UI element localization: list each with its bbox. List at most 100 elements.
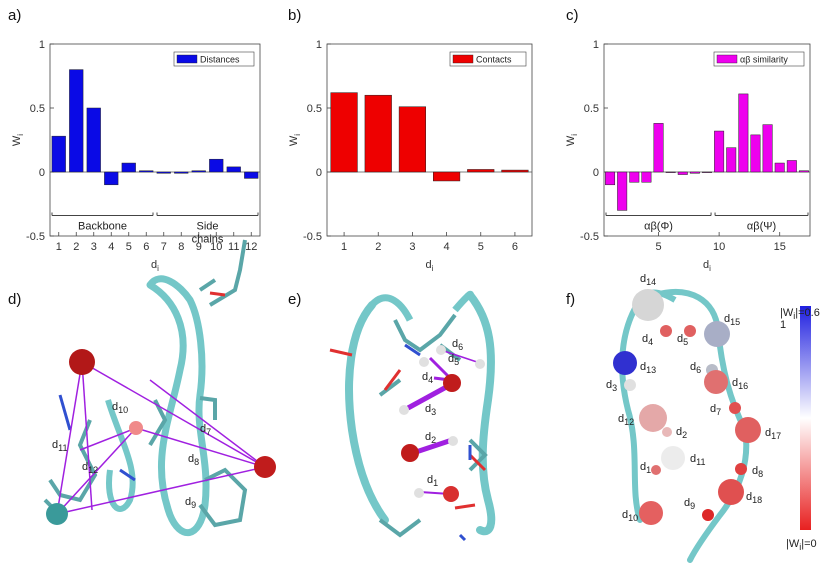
bar: [467, 169, 495, 173]
colorbar: [800, 306, 811, 530]
molecule-d-render: [43, 239, 276, 536]
y-tick-label: 0: [593, 167, 599, 179]
colorbar-top-label: |Wi|=0.6: [780, 307, 820, 321]
x-axis-label: di: [151, 259, 159, 273]
x-tick-label: 1: [56, 241, 62, 253]
panel-label-d: d): [8, 291, 21, 308]
bar: [121, 162, 136, 173]
bar: [702, 171, 712, 173]
x-tick-label: 2: [73, 241, 79, 253]
mol-e-label-3: d3: [425, 403, 436, 417]
mol-f-label-11: d11: [690, 453, 705, 467]
legend-label: Distances: [200, 55, 240, 65]
bar: [244, 171, 259, 179]
mol-d-label-7: d7: [200, 423, 211, 437]
y-tick-label: 0.5: [307, 103, 322, 115]
mol-e-label-2: d2: [425, 431, 436, 445]
bar: [330, 92, 358, 173]
y-tick-label: -0.5: [26, 231, 45, 243]
mol-f-label-18: d18: [746, 491, 762, 505]
atom-sphere-pink: [129, 421, 143, 435]
mol-e-label-1: d1: [427, 474, 438, 488]
molecule-f-render: [613, 288, 761, 563]
x-tick-label: 1: [341, 241, 347, 253]
mol-f-label-2: d2: [676, 426, 687, 440]
y-tick-label: 0: [39, 167, 45, 179]
bar: [798, 170, 809, 173]
y-tick-label: -0.5: [580, 231, 599, 243]
bar: [689, 171, 700, 174]
bar: [714, 130, 725, 173]
mol-f-label-10: d10: [622, 509, 638, 523]
panel-label-a: a): [8, 7, 21, 24]
bar: [750, 134, 761, 173]
bar: [226, 166, 241, 173]
bar: [86, 107, 101, 173]
mol-d-label-9: d9: [185, 496, 196, 510]
plot-frame: [49, 43, 261, 237]
mol-f-label-7: d7: [710, 403, 721, 417]
mol-e-label-6: d6: [452, 338, 463, 352]
mol-f-label-12: d12: [618, 413, 634, 427]
y-tick-label: 0: [316, 167, 322, 179]
group-label: Backbone: [78, 221, 127, 233]
bar-chart-distances: -0.500.511 2 3 4 5 6 7 8 9 10 11 12WidiDistancesBac…: [11, 39, 261, 273]
bar: [738, 93, 749, 173]
x-tick-label: 5: [478, 241, 484, 253]
group-label: αβ(Φ): [644, 221, 673, 233]
x-tick-label: 8: [178, 241, 184, 253]
molecule-e-render: [329, 290, 496, 542]
x-tick-label: 6: [143, 241, 149, 253]
colorbar-bottom-label: |Wi|=0: [786, 538, 817, 552]
x-tick-label: 3: [91, 241, 97, 253]
legend-label: Contacts: [476, 55, 512, 65]
mol-d-label-11: d11: [52, 439, 67, 453]
x-tick-label: 15: [774, 241, 786, 253]
y-tick-label: 1: [593, 39, 599, 51]
mol-f-label-3: d3: [606, 379, 617, 393]
x-axis-label: di: [703, 259, 711, 273]
x-tick-label: 3: [409, 241, 415, 253]
mol-f-label-6: d6: [690, 361, 701, 375]
x-tick-label: 2: [375, 241, 381, 253]
mol-f-label-15: d15: [724, 313, 740, 327]
bar: [156, 171, 171, 174]
mol-f-label-8: d8: [752, 465, 763, 479]
y-tick-label: 0.5: [30, 103, 45, 115]
mol-f-label-5: d5: [677, 333, 688, 347]
bar: [364, 94, 392, 173]
y-tick-label: 1: [39, 39, 45, 51]
bar: [677, 171, 688, 175]
bar: [617, 171, 628, 211]
x-tick-label: 10: [713, 241, 725, 253]
bar: [174, 171, 189, 174]
legend-label: αβ similarity: [740, 55, 788, 65]
mol-d-label-10: d10: [112, 401, 128, 415]
bar: [191, 170, 206, 173]
legend-swatch: [176, 54, 198, 64]
bar: [398, 106, 426, 173]
atom-sphere-teal: [46, 503, 68, 525]
panel-label-e: e): [288, 291, 301, 308]
mol-f-label-4: d4: [642, 333, 653, 347]
mol-e-label-4: d4: [422, 371, 433, 385]
y-tick-label: 0.5: [584, 103, 599, 115]
x-tick-label: 7: [161, 241, 167, 253]
atom-sphere-red: [69, 349, 95, 375]
x-tick-label: 4: [444, 241, 450, 253]
y-tick-label: 1: [316, 39, 322, 51]
y-axis-label: Wi: [565, 134, 579, 146]
bar: [665, 171, 676, 173]
x-tick-label: 4: [108, 241, 114, 253]
mol-f-label-14: d14: [640, 273, 656, 287]
panel-label-c: c): [566, 7, 579, 24]
x-tick-label: 9: [196, 241, 202, 253]
group-label: Side chains: [192, 221, 224, 246]
panel-label-b: b): [288, 7, 301, 24]
bar: [51, 135, 66, 173]
x-tick-label: 6: [512, 241, 518, 253]
mol-d-label-8: d8: [188, 453, 199, 467]
bar: [653, 123, 664, 173]
